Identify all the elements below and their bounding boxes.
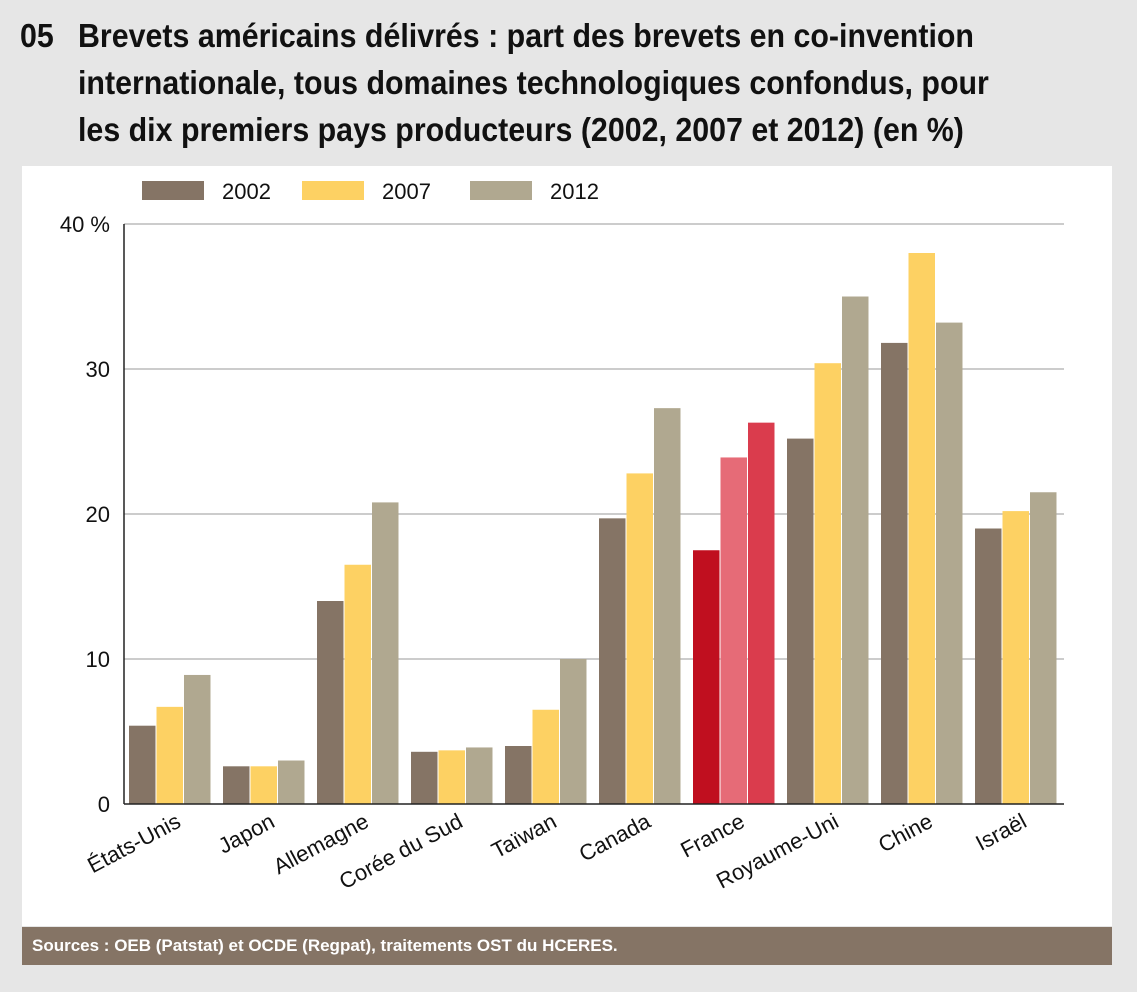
bar bbox=[881, 342, 908, 804]
bar bbox=[842, 296, 869, 804]
bar bbox=[532, 709, 559, 804]
bar bbox=[317, 601, 344, 804]
axes bbox=[123, 224, 1064, 805]
x-category-label: Taïwan bbox=[487, 808, 560, 863]
bar bbox=[344, 564, 371, 804]
y-tick-label: 30 bbox=[86, 357, 110, 382]
y-axis-ticks: 0 10 20 30 40 % bbox=[60, 212, 110, 817]
x-category-label: Chine bbox=[874, 808, 936, 857]
bar bbox=[156, 706, 183, 804]
bars bbox=[129, 253, 1057, 804]
bar bbox=[372, 502, 399, 804]
legend-label: 2012 bbox=[550, 179, 599, 204]
x-category-label: Japon bbox=[214, 808, 279, 858]
bar bbox=[1030, 492, 1057, 804]
bar bbox=[184, 674, 211, 804]
y-tick-label: 0 bbox=[98, 792, 110, 817]
y-tick-label: 40 % bbox=[60, 212, 110, 237]
bar bbox=[787, 438, 814, 804]
bar bbox=[814, 363, 841, 804]
bar bbox=[654, 408, 681, 804]
bar bbox=[250, 766, 277, 804]
bar bbox=[560, 659, 587, 804]
bar bbox=[278, 760, 305, 804]
y-tick-label: 10 bbox=[86, 647, 110, 672]
bar bbox=[599, 518, 626, 804]
bar bbox=[129, 725, 156, 804]
bar bbox=[505, 746, 532, 804]
legend: 2002 2007 2012 bbox=[142, 179, 599, 204]
legend-swatch bbox=[470, 181, 532, 200]
x-category-label: Israël bbox=[971, 808, 1030, 855]
figure-header: 05 Brevets américains délivrés : part de… bbox=[20, 12, 1120, 153]
legend-swatch bbox=[302, 181, 364, 200]
bar bbox=[411, 751, 438, 804]
source-bar: Sources : OEB (Patstat) et OCDE (Regpat)… bbox=[22, 927, 1112, 965]
y-tick-label: 20 bbox=[86, 502, 110, 527]
figure-number: 05 bbox=[20, 17, 54, 54]
bar bbox=[720, 457, 747, 804]
bar bbox=[693, 550, 720, 804]
bar bbox=[626, 473, 653, 804]
bar bbox=[975, 528, 1002, 804]
bar bbox=[936, 322, 963, 804]
bar bbox=[223, 766, 250, 804]
bar-chart: 2002 2007 2012 0 10 20 30 40 % États-Unis Japon… bbox=[60, 179, 1064, 894]
figure-title: Brevets américains délivrés : part des b… bbox=[77, 17, 989, 148]
legend-label: 2002 bbox=[222, 179, 271, 204]
source-note: Sources : OEB (Patstat) et OCDE (Regpat)… bbox=[32, 936, 618, 955]
bar bbox=[1002, 511, 1029, 804]
x-category-label: États-Unis bbox=[83, 808, 184, 878]
bar bbox=[908, 253, 935, 804]
bar bbox=[466, 747, 493, 804]
bar bbox=[748, 422, 775, 804]
legend-swatch bbox=[142, 181, 204, 200]
bar bbox=[438, 750, 465, 804]
legend-label: 2007 bbox=[382, 179, 431, 204]
x-category-label: France bbox=[676, 808, 748, 862]
chart-panel: 2002 2007 2012 0 10 20 30 40 % États-Unis Japon… bbox=[22, 166, 1112, 926]
x-category-label: Canada bbox=[575, 808, 655, 867]
